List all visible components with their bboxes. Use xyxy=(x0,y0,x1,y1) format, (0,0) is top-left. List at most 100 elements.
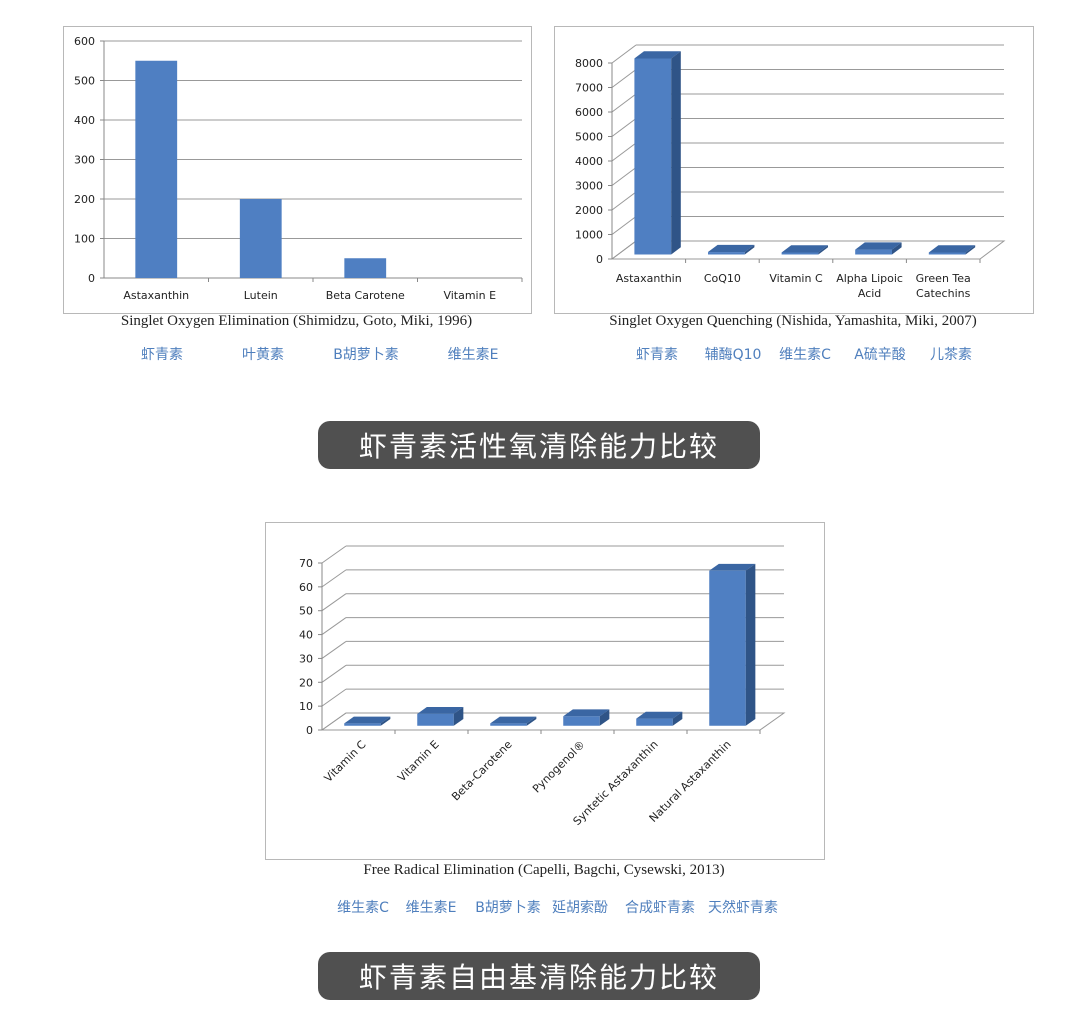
banner-free-radical: 虾青素自由基清除能力比较 xyxy=(318,952,760,1000)
chart-2-title: Singlet Oxygen Quenching (Nishida, Yamas… xyxy=(609,313,977,329)
chart-2-gridline-side xyxy=(611,240,637,260)
chart-3-bar-1-side xyxy=(453,707,464,726)
chart-2-ytick-label: 7000 xyxy=(575,82,603,95)
chart-3-title: Free Radical Elimination (Capelli, Bagch… xyxy=(363,862,725,878)
chart-2-bar-4 xyxy=(928,252,966,255)
chart-3-gridline-side xyxy=(321,545,347,564)
chart-3-ytick-label: 40 xyxy=(299,629,313,642)
chart-2-bar-1-side xyxy=(744,244,755,255)
chart-2-ytick-label: 4000 xyxy=(575,155,603,168)
chart-3-bar-3 xyxy=(563,716,600,726)
chart-2-bar-2-top xyxy=(781,245,828,253)
chart-1-xtick-label: Astaxanthin xyxy=(123,289,189,302)
chart-2-bar-2-side xyxy=(818,245,828,255)
chart-2-bar-0-side xyxy=(671,51,681,255)
chart-3-xtick-label: Natural Astaxanthin xyxy=(647,738,734,825)
chart-2-xtick-label: Green Tea Catechins xyxy=(916,272,971,300)
chart-2-gridline-side xyxy=(611,69,637,88)
chart-2-xtick-label: Vitamin C xyxy=(769,272,823,285)
chart-3-bar-0-side xyxy=(380,716,391,726)
chart-2-cn-label: A硫辛酸 xyxy=(854,347,906,363)
chart-3-cn-label: 合成虾青素 xyxy=(625,900,695,916)
chart-2-ytick-label: 3000 xyxy=(575,180,603,193)
chart-1-title: Singlet Oxygen Elimination (Shimidzu, Go… xyxy=(120,313,473,329)
chart-2-bar-4-top xyxy=(928,245,976,253)
chart-3-ytick-label: 30 xyxy=(299,652,313,665)
chart-2-gridline-side xyxy=(611,191,637,211)
chart-3-gridline-side xyxy=(321,641,347,659)
chart-2-bar-3-top xyxy=(855,242,902,250)
chart-1-xtick-label: Vitamin E xyxy=(443,289,496,302)
chart-2-cn-label: 维生素C xyxy=(779,347,831,363)
chart-2-ytick-label: 6000 xyxy=(575,106,603,119)
chart-2-frame xyxy=(554,26,1034,314)
chart-3-bar-5-side xyxy=(745,563,756,726)
chart-3-bar-2-side xyxy=(526,716,537,726)
chart-1-cn-label: 维生素E xyxy=(447,347,499,363)
chart-3-bar-3-side xyxy=(599,709,610,726)
chart-3-cn-label: 延胡索酚 xyxy=(552,900,608,916)
chart-2-ytick-label: 8000 xyxy=(575,57,603,70)
chart-1-ytick-label: 200 xyxy=(74,193,95,206)
chart-2-gridline-side xyxy=(611,93,637,113)
chart-2-ytick-label: 5000 xyxy=(575,131,603,144)
chart-1-ytick-label: 600 xyxy=(74,35,95,48)
chart-2-bar-0 xyxy=(634,58,672,255)
chart-2-ytick-label: 1000 xyxy=(575,229,603,242)
chart-2-ytick-label: 0 xyxy=(596,253,603,266)
chart-3-cn-label: 天然虾青素 xyxy=(708,900,778,916)
chart-2-bar-3 xyxy=(855,249,892,255)
chart-2-xtick-label: CoQ10 xyxy=(704,272,741,285)
chart-3-gridline-side xyxy=(321,593,347,612)
chart-1-ytick-label: 400 xyxy=(74,114,95,127)
chart-2-gridline-side xyxy=(611,216,637,235)
chart-3-bar-2 xyxy=(490,723,527,726)
chart-3-xtick-label: Vitamin E xyxy=(395,738,441,784)
chart-3-ytick-label: 60 xyxy=(299,581,313,594)
chart-2-bar-3-side xyxy=(892,242,902,255)
chart-3-cn-label: 维生素C xyxy=(337,900,389,916)
chart-2-gridline-side xyxy=(611,44,637,64)
chart-3-ytick-label: 0 xyxy=(306,724,313,737)
chart-1-bar-0 xyxy=(135,60,178,278)
chart-3-bar-0-top xyxy=(344,716,391,724)
chart-1-bar-1 xyxy=(239,199,282,278)
chart-2-gridline-side xyxy=(611,142,637,162)
chart-1-ytick-label: 300 xyxy=(74,154,95,167)
chart-3-bar-3-top xyxy=(563,709,610,717)
chart-3-gridline-side xyxy=(321,664,347,683)
chart-3-bar-2-top xyxy=(490,716,537,724)
chart-2-xtick-label: Alpha Lipoic Acid xyxy=(836,272,903,300)
chart-2-ytick-label: 2000 xyxy=(575,204,603,217)
chart-3-xtick-label: Vitamin C xyxy=(322,738,369,785)
chart-2-gridline-side xyxy=(611,167,637,186)
chart-1-ytick-label: 0 xyxy=(88,272,95,285)
chart-3-cn-label: 维生素E xyxy=(405,900,457,916)
chart-2-cn-label: 虾青素 xyxy=(636,347,678,363)
chart-3-gridline-side xyxy=(321,569,347,588)
chart-1-ytick-label: 100 xyxy=(74,233,95,246)
chart-3-bar-0 xyxy=(344,723,381,726)
chart-3-ytick-label: 50 xyxy=(299,605,313,618)
chart-2-cn-label: 辅酶Q10 xyxy=(704,347,762,363)
chart-3-ytick-label: 10 xyxy=(299,700,313,713)
chart-2-cn-label: 儿茶素 xyxy=(930,347,972,363)
chart-3-ytick-label: 70 xyxy=(299,557,313,570)
chart-3-bar-5 xyxy=(709,570,746,726)
chart-3-xtick-label: Pynogenol® xyxy=(530,738,588,796)
chart-3-bar-1 xyxy=(417,713,454,726)
chart-1-ytick-label: 500 xyxy=(74,75,95,88)
chart-3-bar-4 xyxy=(636,718,673,726)
chart-2-bar-4-side xyxy=(965,245,976,255)
chart-1-cn-label: 虾青素 xyxy=(141,347,183,363)
chart-2-bar-1 xyxy=(708,252,745,255)
chart-2-bar-0-top xyxy=(634,51,681,59)
chart-3-bar-4-side xyxy=(672,711,683,726)
chart-3-bar-1-top xyxy=(417,707,464,714)
chart-3-gridline-side xyxy=(321,617,347,635)
chart-3-ytick-label: 20 xyxy=(299,676,313,689)
chart-3-xtick-label: Beta-Carotene xyxy=(449,738,515,804)
chart-1-bar-2 xyxy=(344,258,387,278)
chart-1-cn-label: B胡萝卜素 xyxy=(333,347,399,363)
